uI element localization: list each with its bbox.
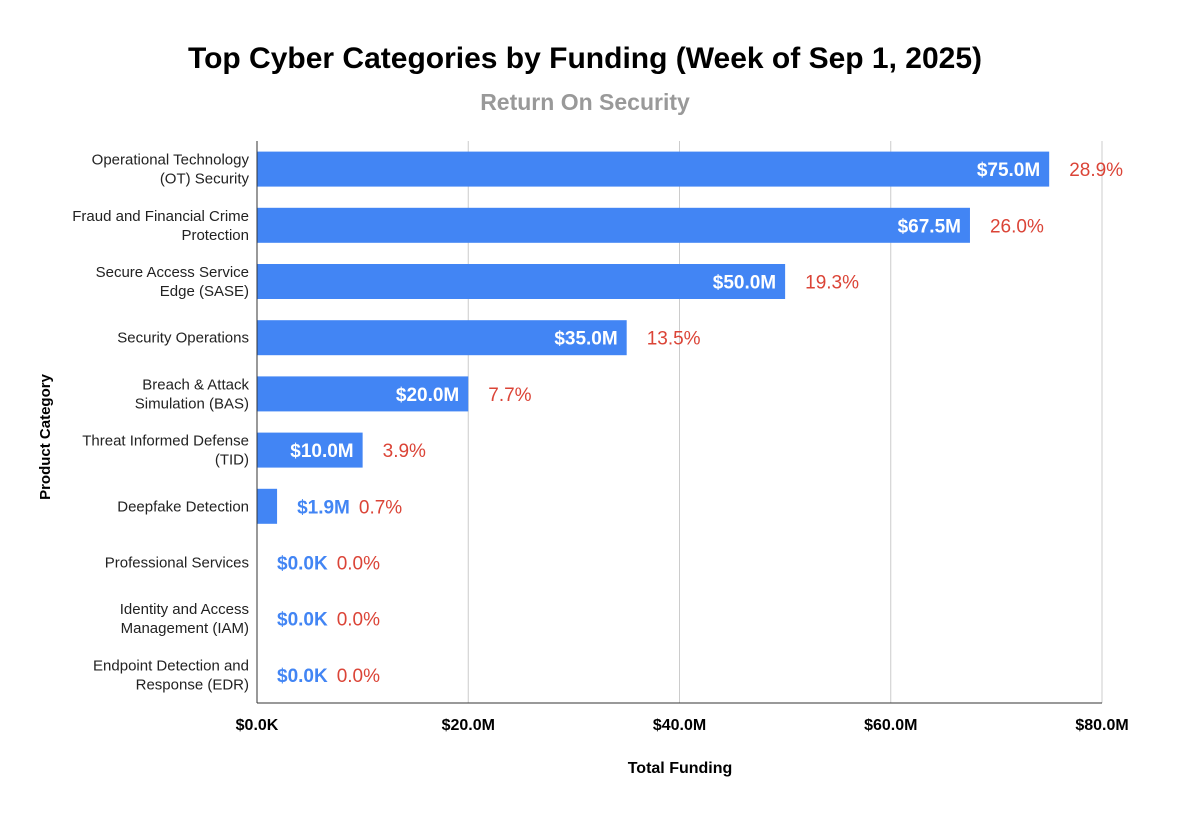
x-tick-label: $0.0K — [236, 717, 279, 734]
category-label: Simulation (BAS) — [135, 395, 249, 412]
share-label: 7.7% — [488, 385, 531, 406]
category-label: Secure Access Service — [96, 264, 249, 281]
category-label: Protection — [181, 227, 249, 244]
bar — [257, 376, 469, 412]
bar — [257, 151, 1050, 187]
x-tick-label: $20.0M — [442, 717, 495, 734]
x-tick-label: $60.0M — [864, 717, 917, 734]
category-label: Breach & Attack — [142, 376, 249, 393]
value-label: $0.0K — [277, 610, 328, 631]
share-label: 19.3% — [805, 273, 859, 294]
category-label: (OT) Security — [160, 171, 250, 188]
x-axis-label: Total Funding — [628, 760, 733, 777]
category-label: Operational Technology — [92, 152, 250, 169]
bar — [257, 488, 278, 524]
x-tick-label: $40.0M — [653, 717, 706, 734]
share-label: 0.0% — [337, 554, 380, 575]
chart-title: Top Cyber Categories by Funding (Week of… — [188, 42, 982, 75]
value-label: $20.0M — [396, 385, 459, 406]
value-label: $0.0K — [277, 554, 328, 575]
category-label: Response (EDR) — [136, 676, 249, 693]
category-label: Endpoint Detection and — [93, 657, 249, 674]
category-label: Deepfake Detection — [117, 498, 249, 515]
bar — [257, 207, 970, 243]
category-label: Security Operations — [117, 330, 249, 347]
share-label: 13.5% — [647, 329, 701, 350]
value-label: $10.0M — [290, 441, 353, 462]
category-label: Management (IAM) — [121, 620, 249, 637]
value-label: $35.0M — [554, 329, 617, 350]
share-label: 0.0% — [337, 610, 380, 631]
category-label: Fraud and Financial Crime — [72, 208, 249, 225]
category-label: Identity and Access — [120, 601, 249, 618]
plot-area: $0.0K $20.0M $40.0M $60.0M $80.0M Operational… — [72, 141, 1129, 734]
share-label: 3.9% — [383, 441, 426, 462]
x-tick-label: $80.0M — [1075, 717, 1128, 734]
share-label: 26.0% — [990, 216, 1044, 237]
category-label: Threat Informed Defense — [82, 433, 249, 450]
category-label: (TID) — [215, 452, 249, 469]
value-label: $50.0M — [713, 273, 776, 294]
chart-subtitle: Return On Security — [480, 89, 690, 115]
bar — [257, 264, 786, 299]
share-label: 0.7% — [359, 497, 402, 518]
category-label: Edge (SASE) — [160, 283, 249, 300]
share-label: 0.0% — [337, 666, 380, 687]
value-label: $1.9M — [297, 497, 350, 518]
category-label: Professional Services — [105, 555, 249, 572]
bar — [257, 432, 363, 468]
share-label: 28.9% — [1069, 160, 1123, 181]
value-label: $75.0M — [977, 160, 1040, 181]
y-axis-label: Product Category — [37, 373, 54, 500]
value-label: $0.0K — [277, 666, 328, 687]
bar — [257, 320, 627, 356]
value-label: $67.5M — [898, 216, 961, 237]
